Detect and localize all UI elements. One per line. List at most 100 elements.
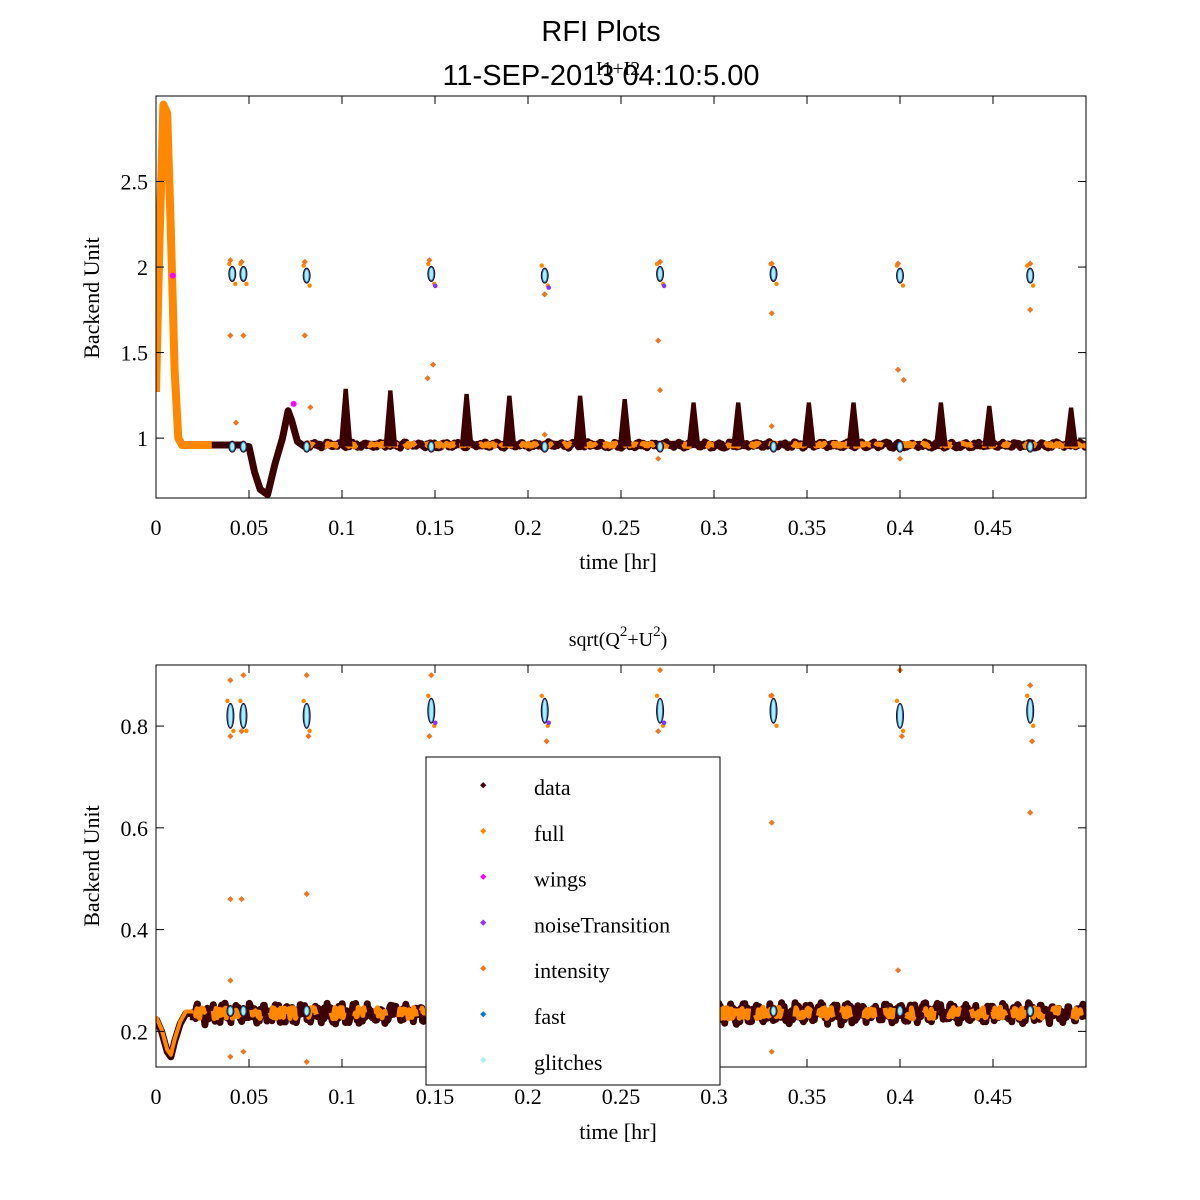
full-flag-segment: [904, 1005, 917, 1022]
intensity-y-axis-label: Backend Unit: [79, 237, 104, 359]
glitches-cluster: [241, 704, 246, 727]
x-tick-label: 0.45: [974, 515, 1013, 540]
intensity-outlier-point: [768, 819, 775, 826]
full-flag-segment: [1030, 1005, 1046, 1021]
full-flag-segment: [210, 1005, 232, 1021]
polarization-axis-ticks: 0 0.05 0.1 0.15 0.2 0.25 0.3 0.35 0.4 0.45 0.2 0.4 0…: [121, 665, 1086, 1109]
full-flag-segment: [366, 440, 388, 449]
x-tick-label: 0.4: [886, 515, 914, 540]
data-spike: [573, 395, 587, 447]
polarization-y-axis-label: Backend Unit: [79, 805, 104, 927]
full-point: [539, 263, 544, 268]
glitches-cluster: [304, 1007, 309, 1016]
full-flag-segment: [945, 1005, 962, 1020]
full-flag-segment: [1010, 1005, 1028, 1021]
full-point: [539, 693, 544, 698]
x-tick-label: 0.2: [514, 1084, 542, 1109]
full-flag-segment: [639, 440, 656, 449]
full-flag-segment: [792, 1005, 813, 1021]
intensity-outlier-point: [424, 375, 431, 382]
noise-transition-point: [432, 283, 438, 289]
intensity-outlier-point: [238, 895, 245, 903]
full-flag-segment: [873, 441, 885, 448]
full-flag-segment: [396, 1005, 419, 1021]
glitches-cluster: [658, 699, 663, 722]
legend-label: intensity: [534, 958, 610, 983]
glitches-cluster: [771, 267, 776, 280]
full-point: [225, 698, 230, 704]
full-point: [654, 693, 660, 698]
glitches-cluster: [228, 1007, 233, 1016]
full-flag-segment: [285, 1005, 299, 1021]
intensity-outlier-point: [768, 310, 775, 317]
intensity-outlier-point: [303, 890, 310, 898]
x-tick-label: 0.15: [416, 515, 455, 540]
y-tick-label: 0.2: [121, 1019, 149, 1044]
intensity-outlier-point: [227, 895, 234, 903]
x-tick-label: 0.05: [230, 515, 269, 540]
glitches-cluster: [304, 269, 309, 282]
full-flag-segment: [748, 440, 762, 449]
glitches-cluster: [1028, 269, 1033, 282]
full-startup-peak: [156, 100, 212, 449]
full-flag-segment: [583, 440, 599, 449]
legend-marker: [480, 965, 487, 972]
intensity-outlier-point: [1027, 260, 1034, 267]
full-flag-segment: [882, 1007, 896, 1020]
full-flag-segment: [601, 440, 619, 449]
intensity-outlier-point: [429, 361, 437, 368]
full-point: [307, 283, 312, 288]
legend-marker: [480, 873, 487, 880]
glitches-cluster: [429, 267, 434, 280]
panel1-title: I1+I2: [596, 58, 641, 80]
intensity-outlier-point: [301, 258, 308, 266]
full-point: [774, 723, 779, 728]
glitches-cluster: [304, 704, 309, 727]
full-point: [894, 698, 900, 704]
glitches-cluster: [898, 1007, 902, 1016]
legend-marker: [480, 827, 487, 835]
full-point: [233, 281, 238, 287]
x-tick-label: 0.3: [700, 1084, 728, 1109]
full-flag-segment: [249, 1008, 264, 1021]
intensity-outlier-point: [768, 1048, 775, 1055]
glitches-cluster: [658, 442, 663, 451]
data-spike: [459, 393, 474, 447]
full-flag-segment: [921, 1006, 937, 1021]
full-point: [244, 281, 249, 287]
full-flag-segment: [191, 1005, 208, 1021]
legend-label: wings: [534, 867, 587, 892]
glitches-cluster: [542, 269, 547, 282]
x-tick-label: 0.35: [788, 1084, 827, 1109]
full-flag-segment: [815, 1005, 836, 1021]
glitches-cluster: [658, 267, 663, 280]
full-flag-segment: [478, 441, 499, 449]
full-flag-segment: [1070, 1006, 1085, 1021]
full-flag-segment: [735, 1006, 752, 1021]
full-flag-segment: [328, 1005, 347, 1022]
glitches-cluster: [241, 267, 246, 280]
figure-title: RFI Plots: [541, 16, 660, 48]
full-flag-segment: [704, 440, 716, 449]
full-point: [231, 728, 236, 734]
data-spike: [731, 402, 746, 447]
intensity-outlier-point: [768, 692, 775, 699]
x-tick-label: 0.2: [514, 515, 542, 540]
full-point: [774, 281, 779, 287]
full-point: [238, 698, 243, 704]
full-point: [426, 693, 431, 698]
full-point: [900, 728, 906, 734]
full-flag-segment: [919, 440, 932, 449]
full-point: [1031, 283, 1036, 288]
intensity-outlier-point: [656, 666, 664, 674]
glitches-cluster: [429, 442, 434, 451]
data-spike: [502, 395, 517, 447]
full-flag-segment: [402, 440, 418, 449]
data-spike: [934, 402, 948, 447]
x-tick-label: 0.25: [602, 1084, 641, 1109]
intensity-outlier-point: [1027, 682, 1034, 689]
full-flag-segment: [1049, 1004, 1062, 1016]
glitches-cluster: [228, 704, 233, 727]
wings-point: [169, 272, 176, 279]
